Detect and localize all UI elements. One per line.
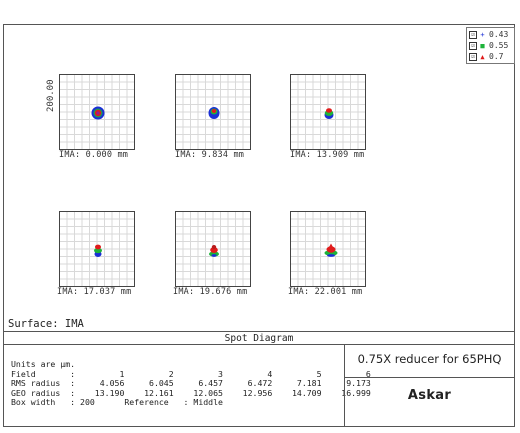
legend-triangle-marker-icon: ▲ [480, 53, 485, 61]
panel-title-bar: Spot Diagram [3, 332, 515, 345]
spot-statistics-text: Units are µm. Field : 1 2 3 4 5 6 RMS radi… [11, 359, 371, 408]
spot-box-field-4 [59, 211, 135, 287]
spot-box-field-2 [175, 74, 251, 150]
spot-box-field-5 [175, 211, 251, 287]
ima-label-field-5: IMA: 19.676 mm [173, 287, 248, 297]
ima-label-field-6: IMA: 22.001 mm [288, 287, 363, 297]
legend-checkbox-icon[interactable]: ☑ [469, 52, 477, 61]
units-line: Units are µm. [11, 359, 76, 369]
divider [344, 344, 345, 426]
legend-item-2[interactable]: ☑ ■ 0.55 [469, 40, 508, 51]
legend-label: 0.7 [489, 52, 504, 61]
box-width-row: Box width : 200 Reference : Middle [11, 397, 223, 407]
wavelength-legend: ☑ +0.43 ☑ ■ 0.55 ☑ ▲ 0.7 [466, 27, 515, 64]
spot-box-field-3 [290, 74, 366, 150]
spot-pattern-field-1 [91, 106, 105, 120]
spot-box-field-1 [59, 74, 135, 150]
spot-pattern-field-6 [324, 243, 338, 257]
ima-label-field-4: IMA: 17.037 mm [57, 287, 132, 297]
legend-checkbox-icon[interactable]: ☑ [469, 41, 477, 50]
legend-item-3[interactable]: ☑ ▲ 0.7 [469, 51, 503, 62]
field-row: Field : 1 2 3 4 5 6 [11, 368, 371, 379]
legend-checkbox-icon[interactable]: ☑ [469, 30, 477, 39]
spot-pattern-field-5 [209, 245, 219, 257]
panel-title: Spot Diagram [224, 333, 294, 344]
legend-label: 0.55 [489, 41, 509, 50]
divider [345, 377, 515, 378]
spot-pattern-field-4 [94, 244, 102, 257]
spot-box-field-6 [290, 211, 366, 287]
product-name: 0.75X reducer for 65PHQ [357, 352, 502, 366]
box-width-axis-label: 200.00 [46, 79, 56, 112]
brand-logo: Askar [407, 388, 452, 403]
ima-label-field-1: IMA: 0.000 mm [59, 150, 129, 160]
ima-label-field-3: IMA: 13.909 mm [290, 150, 365, 160]
legend-label: 0.43 [489, 30, 509, 39]
legend-item-1[interactable]: ☑ +0.43 [469, 29, 508, 40]
spot-diagram-frame [3, 24, 515, 427]
legend-square-marker-icon: ■ [480, 42, 485, 50]
spot-pattern-field-3 [324, 108, 334, 119]
divider [3, 331, 515, 332]
ima-label-field-2: IMA: 9.834 mm [175, 150, 245, 160]
surface-label: Surface: IMA [8, 318, 84, 330]
geo-radius-row: GEO radius : 13.190 12.161 12.065 12.956… [11, 387, 371, 398]
legend-plus-marker-icon: + [480, 31, 485, 39]
spot-pattern-field-2 [208, 107, 220, 119]
rms-radius-row: RMS radius : 4.056 6.045 6.457 6.472 7.1… [11, 378, 371, 388]
